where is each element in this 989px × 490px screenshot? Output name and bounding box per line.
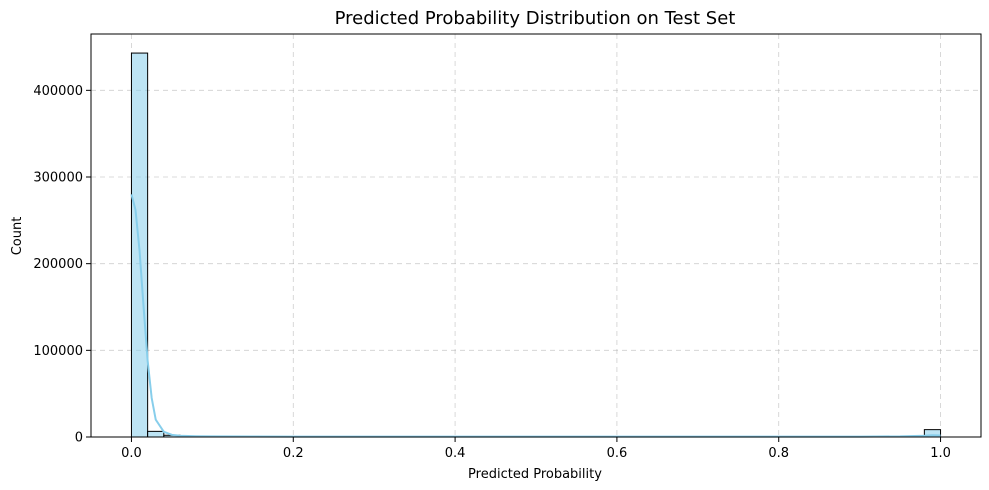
chart-title: Predicted Probability Distribution on Te… [335,8,736,29]
y-axis-ticks: 0 100000 200000 300000 400000 [33,84,91,446]
x-tick-label: 0.8 [768,446,789,461]
plot-frame [90,33,982,438]
y-axis-label: Count [10,217,25,256]
x-tick-label: 0.6 [607,446,628,461]
x-tick-label: 0.2 [283,446,304,461]
kde-line [130,194,941,438]
y-tick-label: 300000 [33,171,83,186]
histogram-bar [147,430,165,438]
y-tick-label: 400000 [33,84,83,99]
x-axis-ticks: 0.0 0.2 0.4 0.6 0.8 1.0 [121,437,951,461]
x-tick-label: 1.0 [930,446,951,461]
grid-lines [91,34,981,438]
y-tick-label: 200000 [33,257,83,272]
histogram-bars [130,52,942,438]
kde-curve [130,194,941,438]
x-axis-label: Predicted Probability [468,467,602,482]
x-tick-label: 0.4 [445,446,466,461]
y-tick-label: 100000 [33,344,83,359]
x-tick-label: 0.0 [121,446,142,461]
y-tick-label: 0 [75,431,83,446]
